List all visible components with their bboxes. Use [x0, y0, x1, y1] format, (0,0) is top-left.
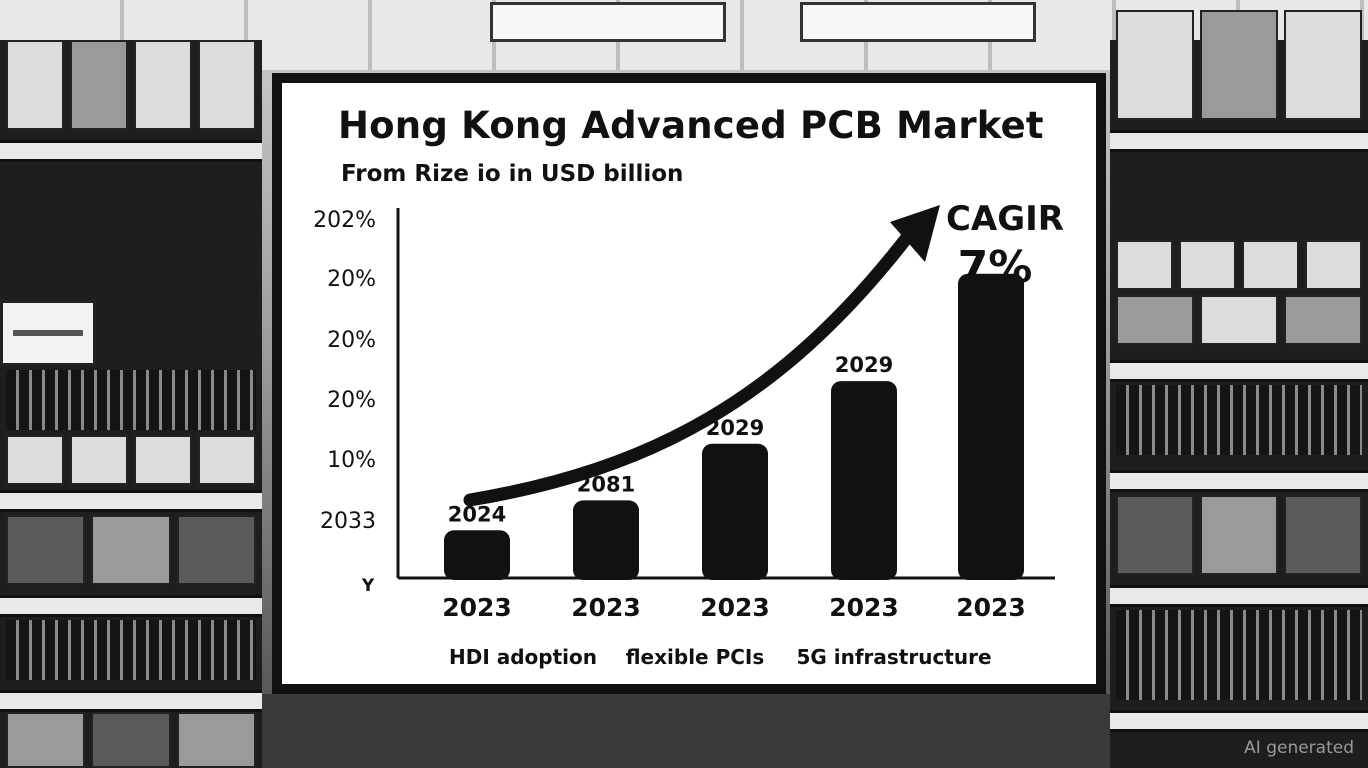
- driver-label: flexible PCIs: [626, 645, 765, 669]
- y-tick-label: 20%: [327, 328, 376, 353]
- y-axis-letter: Y: [361, 576, 375, 596]
- trend-arrowhead: [890, 205, 940, 262]
- chart-title: Hong Kong Advanced PCB Market: [338, 104, 1044, 147]
- bar: [831, 381, 897, 580]
- y-tick-label: 202%: [313, 208, 376, 233]
- cagr-value: 7%: [958, 242, 1033, 293]
- left-shelving: [0, 40, 262, 768]
- bar: [444, 530, 510, 580]
- bar-data-label: 2024: [448, 502, 506, 526]
- y-tick-label: 2033: [320, 509, 376, 534]
- floor: [262, 694, 1110, 768]
- x-tick-label: 2023: [700, 593, 770, 622]
- bar: [702, 443, 768, 580]
- driver-label: 5G infrastructure: [796, 645, 991, 669]
- watermark: AI generated: [1244, 738, 1354, 758]
- chart-subtitle: From Rize io in USD billion: [341, 161, 684, 187]
- bar-data-label: 2029: [835, 353, 893, 377]
- bar: [958, 273, 1024, 580]
- y-tick-label: 20%: [327, 267, 376, 292]
- driver-label: HDI adoption: [449, 645, 597, 669]
- x-tick-label: 2023: [442, 593, 512, 622]
- x-tick-label: 2023: [956, 593, 1026, 622]
- trend-arrow: [463, 233, 912, 507]
- bar: [573, 500, 639, 580]
- y-tick-label: 10%: [327, 448, 376, 473]
- cagr-label: CAGIR: [946, 199, 1064, 239]
- ceiling-light: [800, 2, 1036, 42]
- right-shelving: [1110, 10, 1368, 768]
- ceiling-light: [490, 2, 726, 42]
- x-tick-label: 2023: [829, 593, 899, 622]
- y-tick-label: 20%: [327, 388, 376, 413]
- x-tick-label: 2023: [571, 593, 641, 622]
